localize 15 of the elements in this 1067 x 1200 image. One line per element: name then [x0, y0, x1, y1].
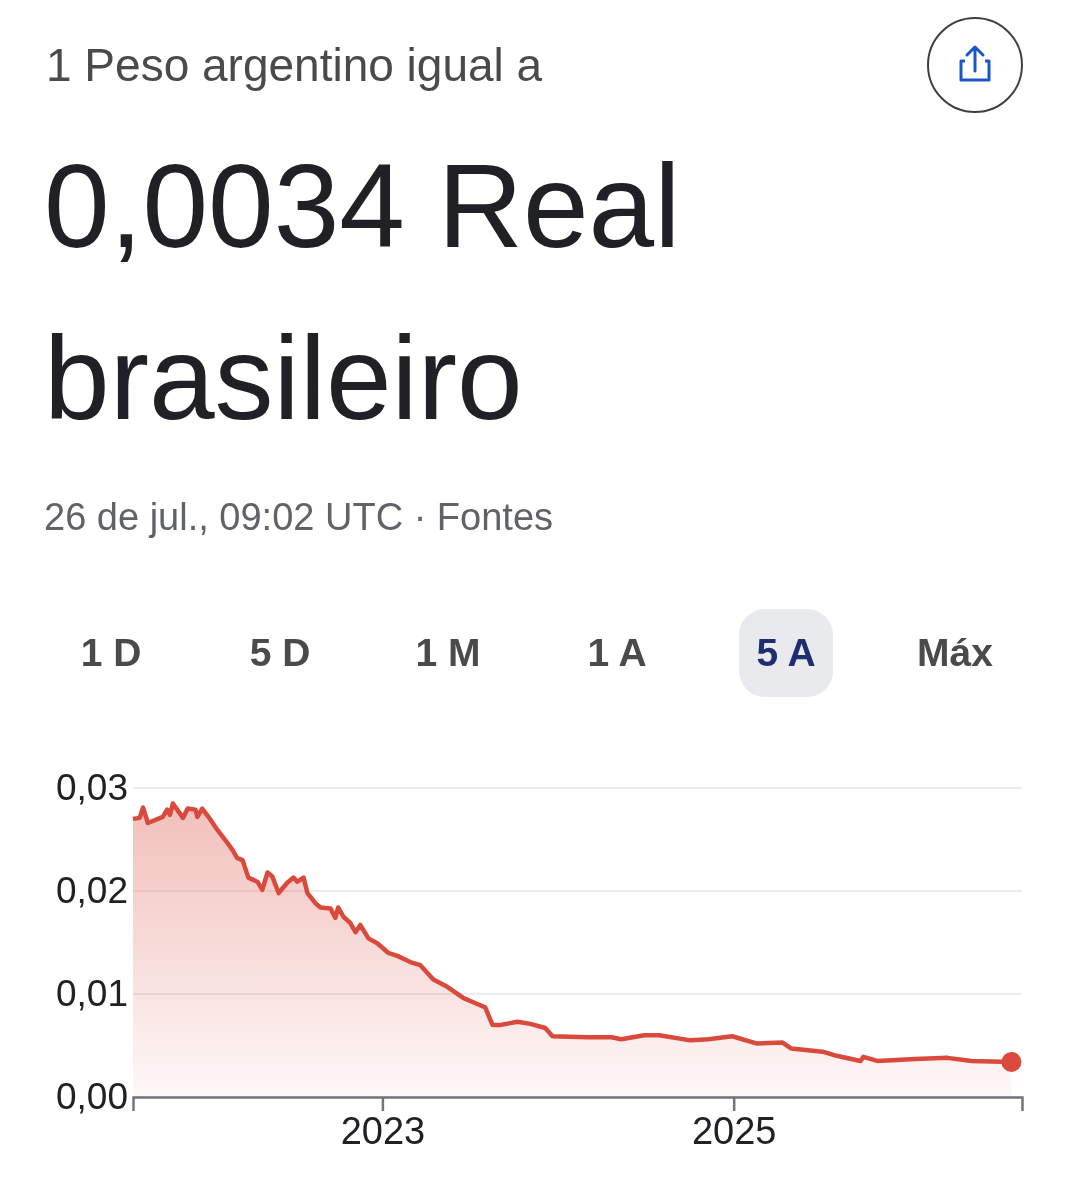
text: Máx — [916, 630, 994, 676]
y-tick-label: 0,03 — [55, 767, 128, 809]
text: 1 M — [414, 630, 482, 676]
text: 5 A — [739, 609, 833, 697]
chart-title: 1 Peso argentino igual a — [46, 38, 543, 92]
y-tick-label: 0,00 — [55, 1076, 128, 1118]
y-tick-label: 0,02 — [55, 870, 128, 912]
text: 1 A — [586, 630, 648, 676]
chart-subtitle: 0,0034 Real brasileiro — [44, 139, 682, 446]
x-tick-label: 2023 — [340, 1109, 426, 1152]
text: 26 de jul., 09:02 UTC · Fontes — [44, 496, 554, 539]
y-tick-label: 0,01 — [55, 973, 128, 1015]
text: 1 D — [79, 630, 143, 676]
text: 5 D — [248, 630, 312, 676]
x-tick-label: 2025 — [691, 1109, 777, 1152]
